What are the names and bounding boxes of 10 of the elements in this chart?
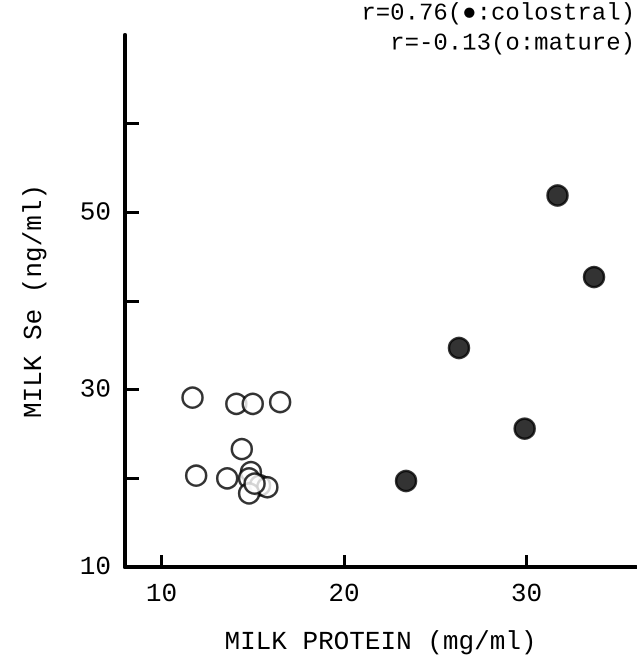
- y-tick-label: 30: [80, 374, 111, 405]
- x-tick-label: 20: [328, 579, 360, 609]
- y-tick-label: 50: [80, 197, 111, 228]
- y-tick-label: 10: [80, 552, 111, 582]
- y-axis-title: MILK Se (ng/ml): [19, 184, 49, 418]
- text: r=0.76(●:colostral): [361, 0, 636, 28]
- x-axis-title: MILK PROTEIN (mg/ml): [224, 627, 537, 657]
- x-tick-label: 10: [146, 579, 178, 609]
- x-tick-label: 30: [510, 579, 542, 609]
- annotation: r=-0.13(o:mature): [390, 30, 636, 58]
